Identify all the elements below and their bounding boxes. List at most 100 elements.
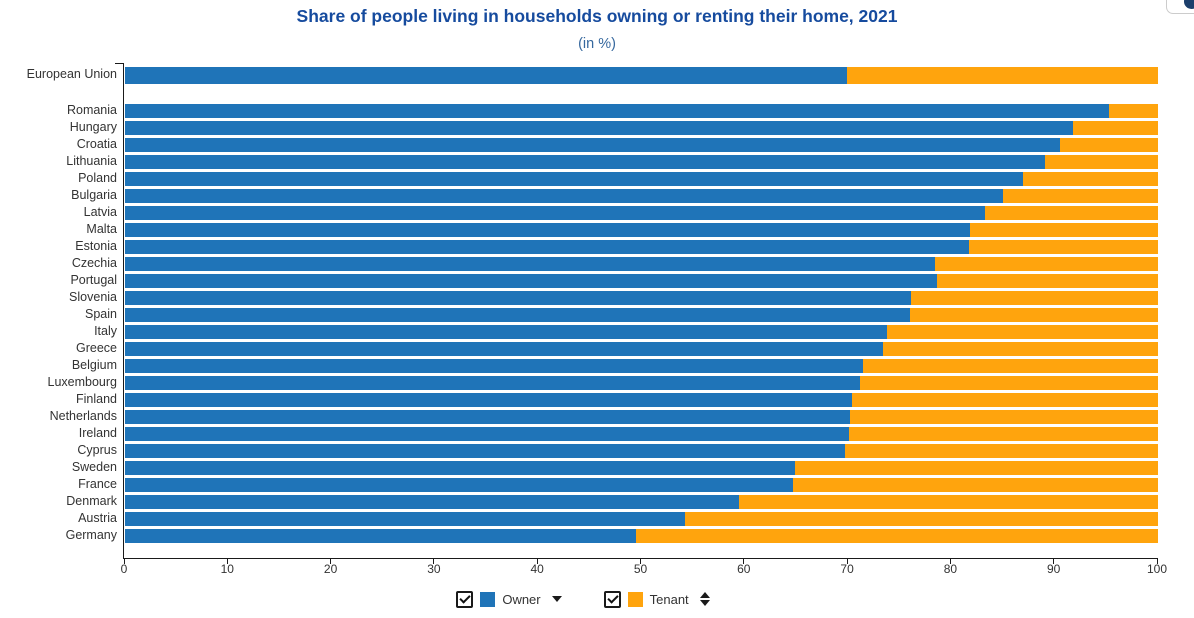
owner-bar-segment[interactable] <box>125 104 1110 118</box>
tenant-bar-segment[interactable] <box>887 325 1158 339</box>
country-label: Latvia <box>83 205 117 219</box>
x-axis-tick-label: 50 <box>633 562 648 576</box>
x-axis-tick-label: 100 <box>1146 562 1168 576</box>
owner-bar-segment[interactable] <box>125 138 1060 152</box>
owner-bar-segment[interactable] <box>125 359 863 373</box>
country-label: Finland <box>76 392 117 406</box>
owner-bar-segment[interactable] <box>125 325 888 339</box>
tenant-bar-segment[interactable] <box>684 512 1158 526</box>
x-axis-line <box>123 558 1158 559</box>
owner-bar-segment[interactable] <box>125 529 637 543</box>
tenant-bar-segment[interactable] <box>860 376 1158 390</box>
tenant-bar-segment[interactable] <box>985 206 1158 220</box>
owner-bar-segment[interactable] <box>125 67 848 84</box>
x-axis-tick <box>330 559 332 564</box>
x-axis-tick-label: 30 <box>427 562 441 576</box>
country-label: Luxembourg <box>47 375 118 389</box>
bar-row <box>125 104 1158 118</box>
tenant-bar-segment[interactable] <box>849 427 1158 441</box>
owner-bar-segment[interactable] <box>125 495 739 509</box>
tenant-bar-segment[interactable] <box>862 359 1158 373</box>
tenant-bar-segment[interactable] <box>852 393 1158 407</box>
tenant-bar-segment[interactable] <box>1022 172 1158 186</box>
x-axis-tick-label: 90 <box>1047 562 1061 576</box>
tenant-bar-segment[interactable] <box>1003 189 1158 203</box>
tenant-bar-segment[interactable] <box>845 444 1158 458</box>
tenant-color-swatch <box>627 591 643 607</box>
bar-row <box>125 121 1158 135</box>
bar-row <box>125 393 1158 407</box>
x-axis-tick <box>1156 559 1158 564</box>
country-label: Portugal <box>70 273 117 287</box>
owner-bar-segment[interactable] <box>125 376 861 390</box>
owner-bar-segment[interactable] <box>125 155 1046 169</box>
owner-bar-segment[interactable] <box>125 257 935 271</box>
bar-row <box>125 529 1158 543</box>
tenant-bar-segment[interactable] <box>883 342 1158 356</box>
tenant-bar-segment[interactable] <box>936 274 1158 288</box>
owner-bar-segment[interactable] <box>125 461 796 475</box>
owner-bar-segment[interactable] <box>125 427 850 441</box>
adjacent-panel-corner <box>1166 0 1194 14</box>
y-axis-top-tick <box>115 63 123 64</box>
owner-bar-segment[interactable] <box>125 512 685 526</box>
country-label: Estonia <box>75 239 117 253</box>
plot-area <box>124 64 1158 558</box>
country-label: Bulgaria <box>71 188 117 202</box>
owner-bar-segment[interactable] <box>125 478 794 492</box>
country-label: Netherlands <box>49 409 117 423</box>
owner-bar-segment[interactable] <box>125 444 845 458</box>
bar-row <box>125 308 1158 322</box>
owner-bar-segment[interactable] <box>125 393 853 407</box>
tenant-bar-segment[interactable] <box>1073 121 1158 135</box>
country-label: Croatia <box>76 137 117 151</box>
owner-checkbox[interactable] <box>456 590 474 608</box>
tenant-bar-segment[interactable] <box>1059 138 1158 152</box>
owner-bar-segment[interactable] <box>125 308 911 322</box>
legend: Owner Tenant <box>0 586 1180 612</box>
bar-row <box>125 495 1158 509</box>
owner-bar-segment[interactable] <box>125 172 1023 186</box>
x-axis-tick <box>949 559 951 564</box>
tenant-bar-segment[interactable] <box>850 410 1158 424</box>
clipped-round-button[interactable] <box>1184 0 1194 9</box>
bar-row <box>125 478 1158 492</box>
tenant-bar-segment[interactable] <box>636 529 1158 543</box>
country-label: Ireland <box>78 426 117 440</box>
tenant-bar-segment[interactable] <box>968 240 1158 254</box>
tenant-bar-segment[interactable] <box>1109 104 1158 118</box>
legend-item-owner: Owner <box>456 590 562 608</box>
owner-bar-segment[interactable] <box>125 189 1004 203</box>
owner-legend-label: Owner <box>502 591 541 607</box>
country-label: Italy <box>94 324 117 338</box>
bar-row <box>125 138 1158 152</box>
tenant-bar-segment[interactable] <box>738 495 1158 509</box>
tenant-bar-segment[interactable] <box>847 67 1158 84</box>
country-label: Sweden <box>71 460 117 474</box>
country-label: Lithuania <box>66 154 117 168</box>
tenant-bar-segment[interactable] <box>1045 155 1158 169</box>
checkmark-icon <box>459 591 471 604</box>
owner-bar-segment[interactable] <box>125 223 970 237</box>
owner-bar-segment[interactable] <box>125 410 851 424</box>
bar-row <box>125 461 1158 475</box>
owner-bar-segment[interactable] <box>125 240 969 254</box>
owner-bar-segment[interactable] <box>125 274 937 288</box>
sort-descending-icon[interactable] <box>551 596 562 602</box>
tenant-bar-segment[interactable] <box>969 223 1158 237</box>
bar-row <box>125 189 1158 203</box>
tenant-bar-segment[interactable] <box>910 308 1158 322</box>
owner-bar-segment[interactable] <box>125 206 986 220</box>
tenant-checkbox[interactable] <box>603 590 621 608</box>
tenant-bar-segment[interactable] <box>911 291 1158 305</box>
sort-both-icon[interactable] <box>699 592 710 606</box>
country-label: Cyprus <box>77 443 117 457</box>
owner-bar-segment[interactable] <box>125 121 1074 135</box>
owner-bar-segment[interactable] <box>125 291 912 305</box>
bar-row <box>125 325 1158 339</box>
tenant-bar-segment[interactable] <box>793 478 1158 492</box>
tenant-bar-segment[interactable] <box>795 461 1158 475</box>
x-axis-tick <box>536 559 538 564</box>
tenant-bar-segment[interactable] <box>934 257 1158 271</box>
owner-bar-segment[interactable] <box>125 342 884 356</box>
